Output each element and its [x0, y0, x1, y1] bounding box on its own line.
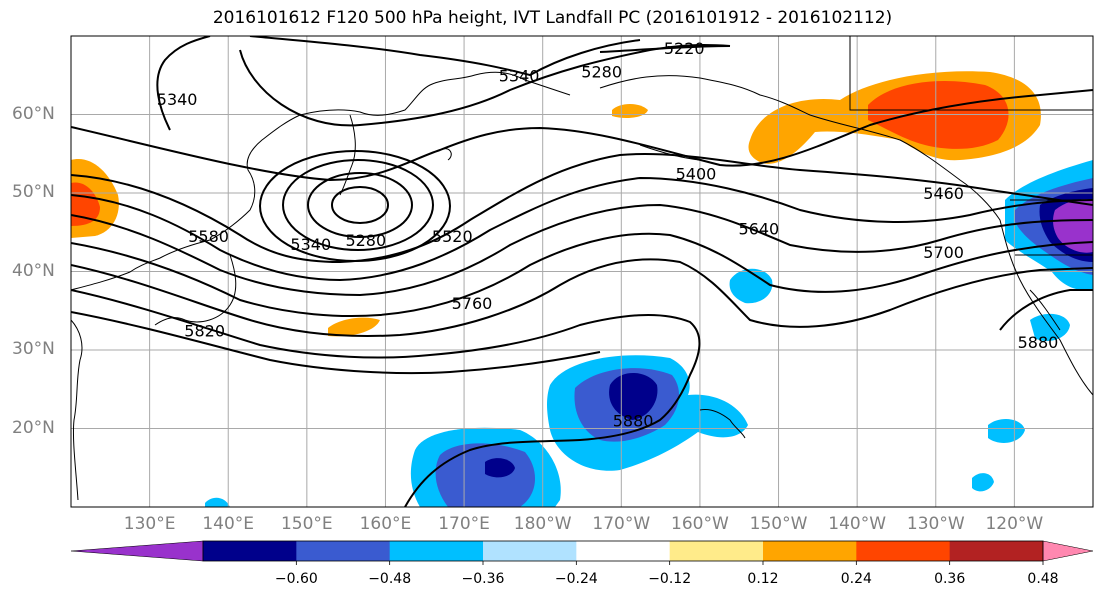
contour-label: 5340 [290, 235, 331, 254]
colorbar-segment [389, 541, 484, 561]
contour-labels: 5340 5220 5340 5280 5400 5460 5580 5340 5280 5520… [157, 39, 1059, 431]
latitude-label: 60°N [12, 103, 55, 124]
colorbar-segment [856, 541, 951, 561]
longitude-label: 130°E [123, 514, 176, 534]
colorbar [70, 540, 1094, 565]
colorbar-extend-high [1042, 540, 1094, 562]
ivt-shading [71, 71, 1093, 507]
colorbar-tick-label: −0.12 [648, 571, 692, 587]
longitude-label: 140°E [202, 514, 255, 534]
colorbar-segment [296, 541, 391, 561]
longitude-label: 180°W [513, 514, 572, 534]
colorbar-segment [203, 541, 297, 561]
colorbar-tick-label: −0.24 [554, 571, 598, 587]
longitude-label: 120°W [985, 514, 1044, 534]
ivt-positive-alaska [612, 71, 1041, 164]
plot-frame [70, 35, 1094, 508]
ivt-positive-patch [328, 317, 380, 337]
latitude-label: 40°N [12, 260, 55, 281]
contour-label: 5880 [613, 412, 654, 431]
contour-label: 5880 [1018, 333, 1059, 352]
contour-label: 5580 [188, 227, 229, 246]
longitude-label: 170°E [438, 514, 490, 534]
longitude-label: 160°E [359, 514, 412, 534]
contour-label: 5640 [739, 219, 780, 238]
colorbar-tick-label: −0.60 [274, 571, 318, 587]
contour-label: 5520 [432, 227, 473, 246]
colorbar-segment [949, 541, 1044, 561]
colorbar-tick-label: 0.12 [747, 571, 779, 587]
latitude-label: 20°N [12, 417, 55, 438]
contour-label: 5220 [664, 39, 705, 58]
longitude-label: 130°W [906, 514, 965, 534]
ivt-negative-subtropical [205, 355, 748, 507]
colorbar-tick-label: −0.48 [368, 571, 412, 587]
longitude-label: 160°W [671, 514, 729, 534]
contour-label: 5460 [923, 184, 964, 203]
latitude-label: 50°N [12, 182, 55, 202]
contour-label: 5820 [184, 321, 225, 340]
latitude-label: 30°N [12, 339, 55, 359]
colorbar-segment [483, 541, 577, 561]
longitude-label: 150°W [749, 514, 808, 534]
colorbar-tick-label: 0.48 [1027, 571, 1059, 587]
longitude-label: 150°E [280, 514, 333, 534]
contour-label: 5760 [452, 294, 493, 313]
map-title: 2016101612 F120 500 hPa height, IVT Land… [212, 8, 893, 28]
contour-label: 5340 [157, 90, 198, 109]
colorbar-tick-label: 0.24 [840, 571, 872, 587]
contour-label: 5340 [499, 66, 540, 85]
colorbar-tick-label: −0.36 [461, 571, 505, 587]
colorbar-extend-low [70, 540, 204, 562]
colorbar-segment [669, 541, 764, 561]
height-contours [71, 36, 1093, 507]
map-gridlines [71, 36, 1093, 507]
colorbar-segment [576, 541, 671, 561]
colorbar-tick-label: 0.36 [934, 571, 966, 587]
contour-label: 5280 [345, 231, 386, 250]
longitude-label: 140°W [828, 514, 887, 534]
contour-label: 5280 [581, 62, 622, 81]
contour-label: 5700 [923, 243, 964, 262]
contour-label: 5400 [676, 164, 717, 183]
colorbar-segment [763, 541, 857, 561]
longitude-label: 170°W [592, 514, 651, 534]
